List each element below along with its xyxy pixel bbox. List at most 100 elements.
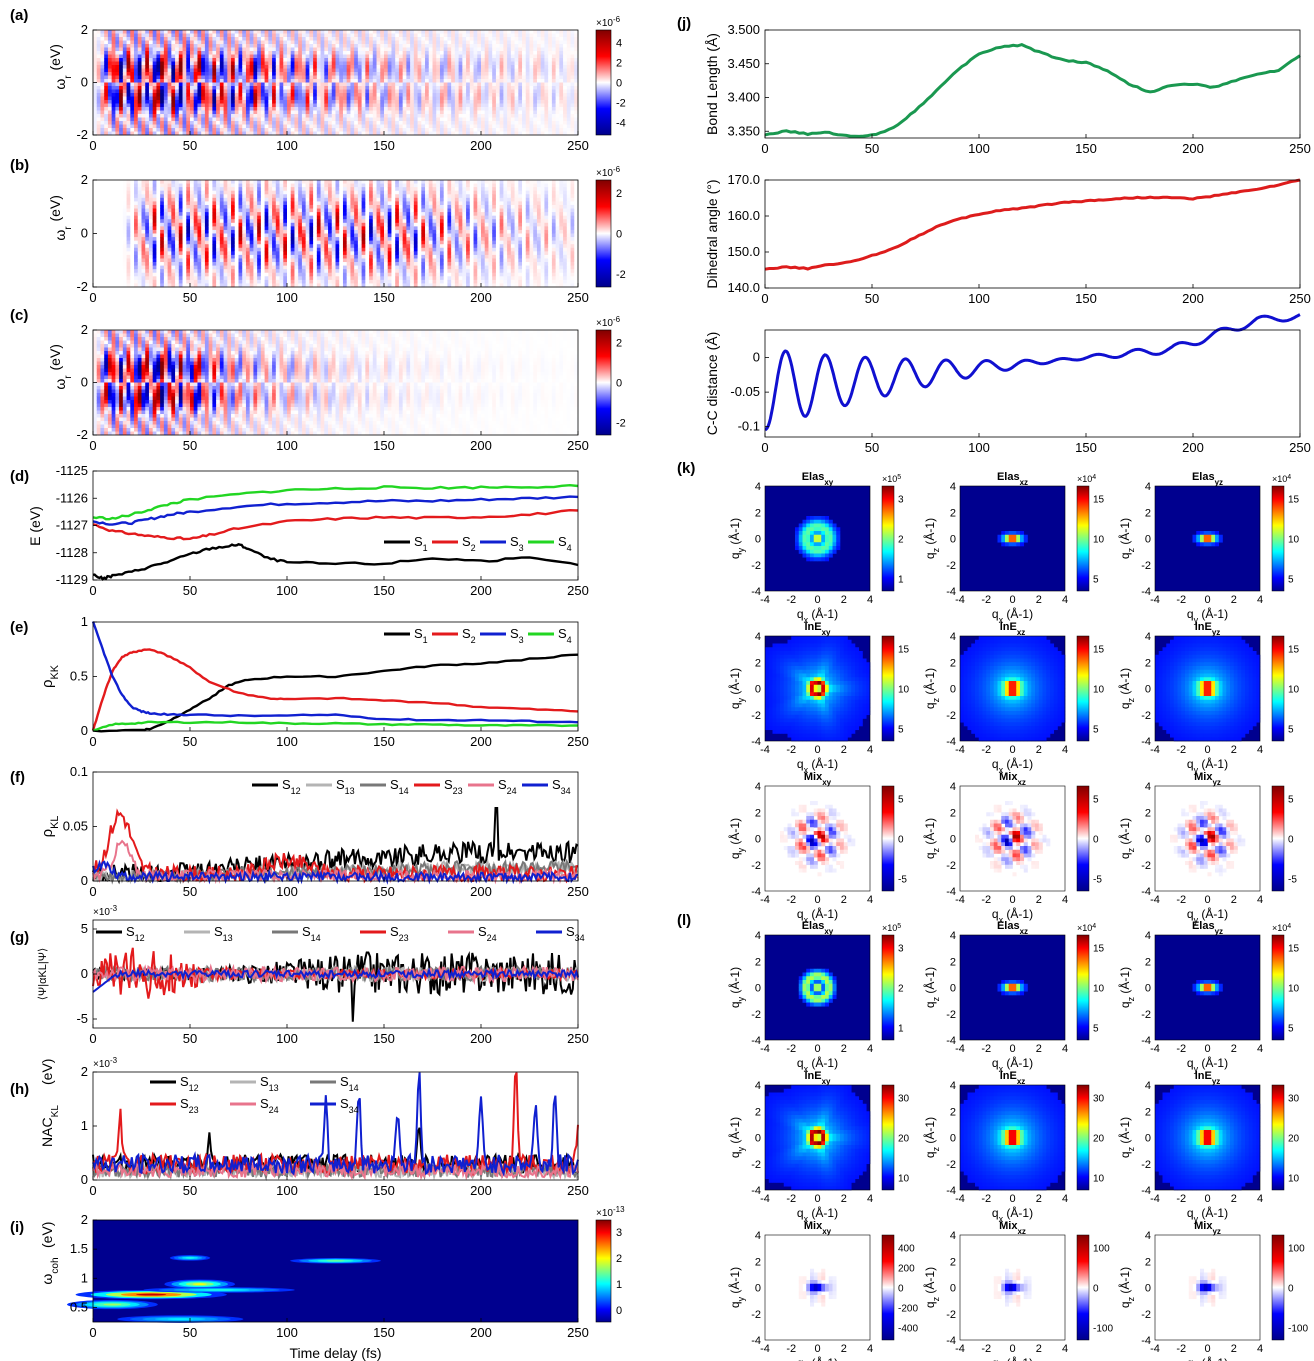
- heatmap-cell: [175, 58, 180, 62]
- heatmap-cell: [481, 103, 486, 108]
- heatmap-cell: [96, 233, 101, 238]
- heatmap-cell: [119, 204, 124, 209]
- heatmap-cell: [119, 187, 124, 192]
- heatmap-cell: [175, 212, 180, 217]
- heatmap-cell: [216, 212, 221, 217]
- heatmap-cell: [126, 114, 131, 118]
- heatmap-cell: [510, 128, 515, 132]
- heatmap-cell: [350, 37, 355, 41]
- heatmap-cell: [163, 190, 169, 195]
- heatmap-cell: [495, 44, 501, 48]
- heatmap-cell: [555, 100, 560, 104]
- heatmap-cell: [193, 265, 198, 270]
- heatmap-cell: [104, 190, 109, 195]
- heatmap-cell: [111, 244, 116, 249]
- heatmap-cell: [212, 107, 217, 111]
- heatmap-cell: [175, 103, 180, 108]
- heatmap-cell: [204, 100, 210, 104]
- heatmap-cell: [372, 114, 377, 118]
- heatmap-cell: [193, 269, 198, 274]
- heatmap-cell: [152, 40, 157, 45]
- heatmap-cell: [249, 124, 254, 129]
- heatmap-cell: [96, 204, 101, 209]
- heatmap-cell: [178, 276, 183, 281]
- heatmap-cell: [574, 68, 579, 73]
- heatmap-cell: [439, 65, 445, 69]
- heatmap-cell: [171, 233, 176, 238]
- heatmap-cell: [313, 54, 318, 59]
- heatmap-cell: [122, 93, 127, 97]
- heatmap-cell: [137, 54, 142, 59]
- heatmap-cell: [428, 37, 433, 41]
- heatmap-cell: [96, 100, 101, 104]
- heatmap-cell: [122, 244, 127, 249]
- heatmap-cell: [499, 86, 504, 90]
- heatmap-cell: [387, 117, 392, 122]
- heatmap-cell: [361, 128, 366, 132]
- heatmap-cell: [115, 72, 120, 76]
- heatmap-cell: [529, 79, 534, 83]
- heatmap-cell: [204, 212, 210, 217]
- heatmap-cell: [148, 272, 154, 277]
- heatmap-cell: [104, 82, 109, 87]
- heatmap-cell: [365, 61, 370, 66]
- heatmap-cell: [324, 117, 329, 122]
- heatmap-cell: [466, 117, 471, 122]
- heatmap-cell: [111, 283, 116, 288]
- heatmap-cell: [320, 117, 325, 122]
- heatmap-cell: [167, 82, 172, 87]
- heatmap-cell: [201, 226, 206, 231]
- heatmap-cell: [193, 240, 198, 245]
- heatmap-cell: [301, 54, 307, 59]
- heatmap-cell: [245, 65, 251, 69]
- heatmap-cell: [507, 93, 512, 97]
- colorbar: [595, 29, 612, 136]
- heatmap-cell: [268, 58, 273, 62]
- heatmap-cell: [458, 117, 463, 122]
- heatmap-cell: [272, 131, 277, 136]
- heatmap-cell: [548, 47, 553, 52]
- heatmap-cell: [96, 114, 101, 118]
- heatmap-cell: [190, 96, 195, 101]
- heatmap-cell: [342, 128, 348, 132]
- heatmap-cell: [212, 124, 217, 129]
- heatmap-cell: [208, 226, 213, 231]
- heatmap-cell: [398, 72, 404, 76]
- heatmap-cell: [163, 251, 169, 256]
- heatmap-cell: [145, 265, 150, 270]
- heatmap-cell: [477, 30, 482, 34]
- heatmap-cell: [309, 79, 314, 83]
- heatmap-cell: [130, 212, 135, 217]
- heatmap-cell: [193, 279, 198, 284]
- heatmap-cell: [335, 72, 340, 76]
- heatmap-cell: [100, 254, 105, 259]
- heatmap-cell: [119, 180, 124, 184]
- heatmap-cell: [495, 68, 501, 73]
- heatmap-cell: [570, 121, 575, 125]
- heatmap-cell: [186, 79, 191, 83]
- heatmap-cell: [171, 258, 176, 263]
- heatmap-cell: [536, 128, 542, 132]
- heatmap-cell: [96, 82, 101, 87]
- x-tick-label: 100: [276, 138, 298, 153]
- heatmap-cell: [428, 110, 433, 115]
- heatmap-cell: [551, 128, 557, 132]
- heatmap-cell: [122, 51, 127, 55]
- heatmap-cell: [503, 51, 508, 55]
- heatmap-cell: [328, 82, 333, 87]
- heatmap-cell: [275, 37, 280, 41]
- heatmap-cell: [372, 37, 377, 41]
- heatmap-cell: [167, 180, 172, 184]
- heatmap-cell: [275, 75, 280, 80]
- heatmap-cell: [458, 107, 463, 111]
- heatmap-cell: [305, 128, 310, 132]
- heatmap-cell: [126, 215, 131, 220]
- heatmap-cell: [107, 247, 113, 252]
- heatmap-cell: [559, 51, 564, 55]
- heatmap-cell: [167, 244, 172, 249]
- heatmap-cell: [492, 44, 497, 48]
- heatmap-cell: [290, 96, 295, 101]
- heatmap-cell: [216, 269, 221, 274]
- heatmap-cell: [242, 121, 247, 125]
- heatmap-cell: [96, 89, 101, 94]
